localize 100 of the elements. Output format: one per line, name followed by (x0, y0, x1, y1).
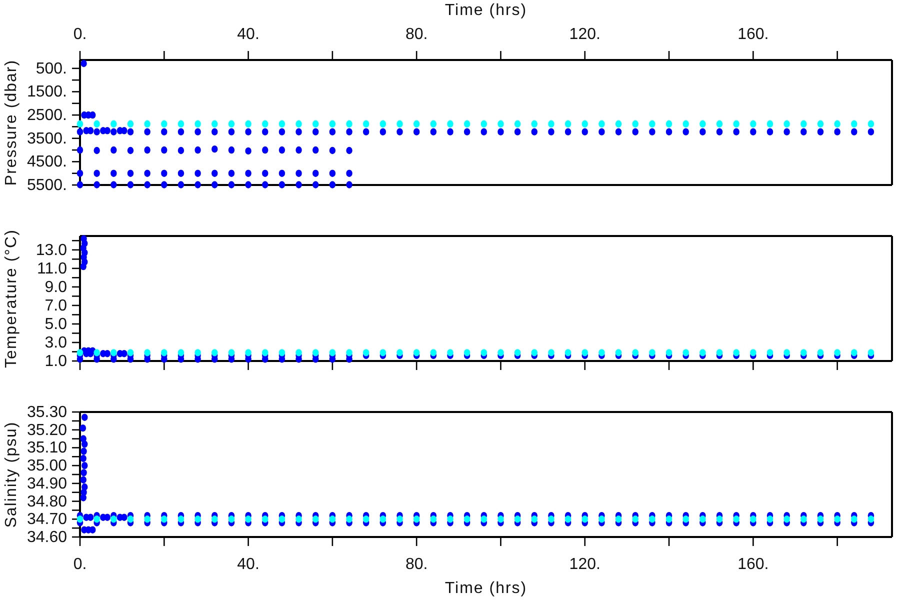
point (514, 120, 521, 128)
point (682, 128, 689, 136)
point (329, 349, 336, 356)
point (817, 128, 824, 136)
point (80, 262, 86, 270)
point (110, 181, 117, 188)
point (194, 128, 201, 136)
point (548, 120, 554, 128)
point (582, 120, 588, 128)
point (700, 128, 706, 136)
point (245, 147, 252, 155)
x-axis-title: Time (hrs) (444, 2, 528, 18)
point (851, 516, 858, 523)
point (80, 60, 87, 68)
point (632, 516, 638, 523)
point (110, 128, 117, 136)
point (666, 349, 672, 356)
point (682, 120, 689, 128)
point (262, 181, 268, 188)
point (766, 516, 774, 523)
point (262, 128, 268, 136)
point (228, 349, 235, 356)
point (110, 349, 117, 356)
point (178, 120, 184, 128)
y-tick-label: 35.20 (26, 421, 68, 438)
point (346, 349, 352, 356)
point (498, 349, 504, 356)
y-tick-label: 5.0 (44, 315, 68, 332)
point (121, 514, 128, 521)
point (800, 120, 807, 128)
point (127, 128, 134, 136)
point (127, 170, 134, 177)
point (380, 516, 386, 523)
point (212, 349, 218, 356)
point (531, 128, 538, 136)
point (245, 120, 252, 128)
point (649, 349, 656, 356)
point (666, 120, 672, 128)
point (362, 128, 370, 136)
point (262, 170, 268, 177)
point (228, 146, 235, 154)
point (278, 146, 286, 154)
y-tick-label: 9.0 (44, 278, 68, 296)
point (464, 120, 470, 128)
point (766, 128, 774, 136)
point (582, 516, 588, 523)
point (716, 349, 723, 356)
point (161, 181, 168, 188)
point (212, 181, 218, 188)
point (548, 516, 554, 523)
y-tick-label: 5500. (26, 176, 67, 194)
point (212, 170, 218, 177)
point (278, 120, 286, 128)
point (212, 145, 218, 153)
point (362, 120, 370, 128)
point (346, 181, 352, 188)
y-tick-label: 7.0 (44, 296, 68, 314)
point (834, 349, 840, 356)
point (817, 349, 824, 356)
point (750, 128, 756, 136)
x-tick-label: 120. (569, 556, 600, 574)
point (498, 128, 504, 136)
point (464, 128, 470, 136)
point (76, 146, 84, 154)
point (851, 120, 858, 128)
point (94, 170, 100, 177)
point (82, 440, 88, 448)
point (396, 128, 403, 136)
point (851, 128, 858, 136)
point (716, 128, 723, 136)
y-axis-title: Temperature (°C) (2, 229, 20, 368)
point (80, 476, 86, 484)
point (514, 128, 521, 136)
point (110, 120, 117, 128)
point (127, 181, 134, 188)
point (278, 128, 286, 136)
point (784, 349, 790, 356)
point (396, 349, 403, 356)
point (76, 120, 84, 128)
point (464, 349, 470, 356)
x-tick-label: 120. (569, 26, 600, 43)
point (615, 349, 622, 356)
y-tick-label: 3.0 (44, 334, 68, 351)
point (127, 349, 134, 356)
x-axis-title: Time (hrs) (444, 580, 528, 596)
point (104, 514, 110, 521)
point (144, 516, 150, 523)
point (80, 454, 86, 462)
point (598, 516, 605, 523)
point (104, 127, 110, 134)
x-tick-label: 80. (405, 26, 428, 43)
point (144, 128, 150, 136)
point (750, 349, 756, 356)
point (430, 120, 437, 128)
point (178, 146, 184, 154)
point (262, 516, 268, 523)
point (329, 146, 336, 154)
point (564, 120, 572, 128)
point (632, 349, 638, 356)
point (82, 414, 88, 421)
